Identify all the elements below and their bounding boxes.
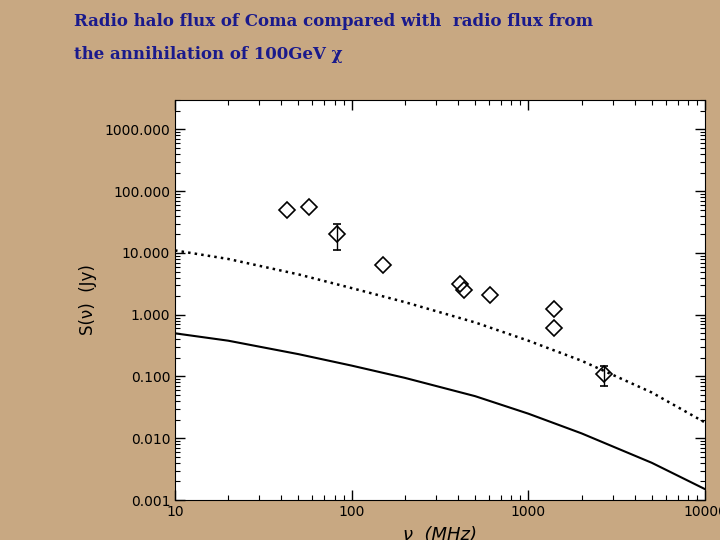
Y-axis label: S(ν)  (Jy): S(ν) (Jy)	[79, 265, 97, 335]
Text: the annihilation of 100GeV χ: the annihilation of 100GeV χ	[74, 46, 343, 63]
X-axis label: ν  (MHz): ν (MHz)	[403, 526, 477, 540]
Text: Radio halo flux of Coma compared with  radio flux from: Radio halo flux of Coma compared with ra…	[74, 14, 593, 30]
